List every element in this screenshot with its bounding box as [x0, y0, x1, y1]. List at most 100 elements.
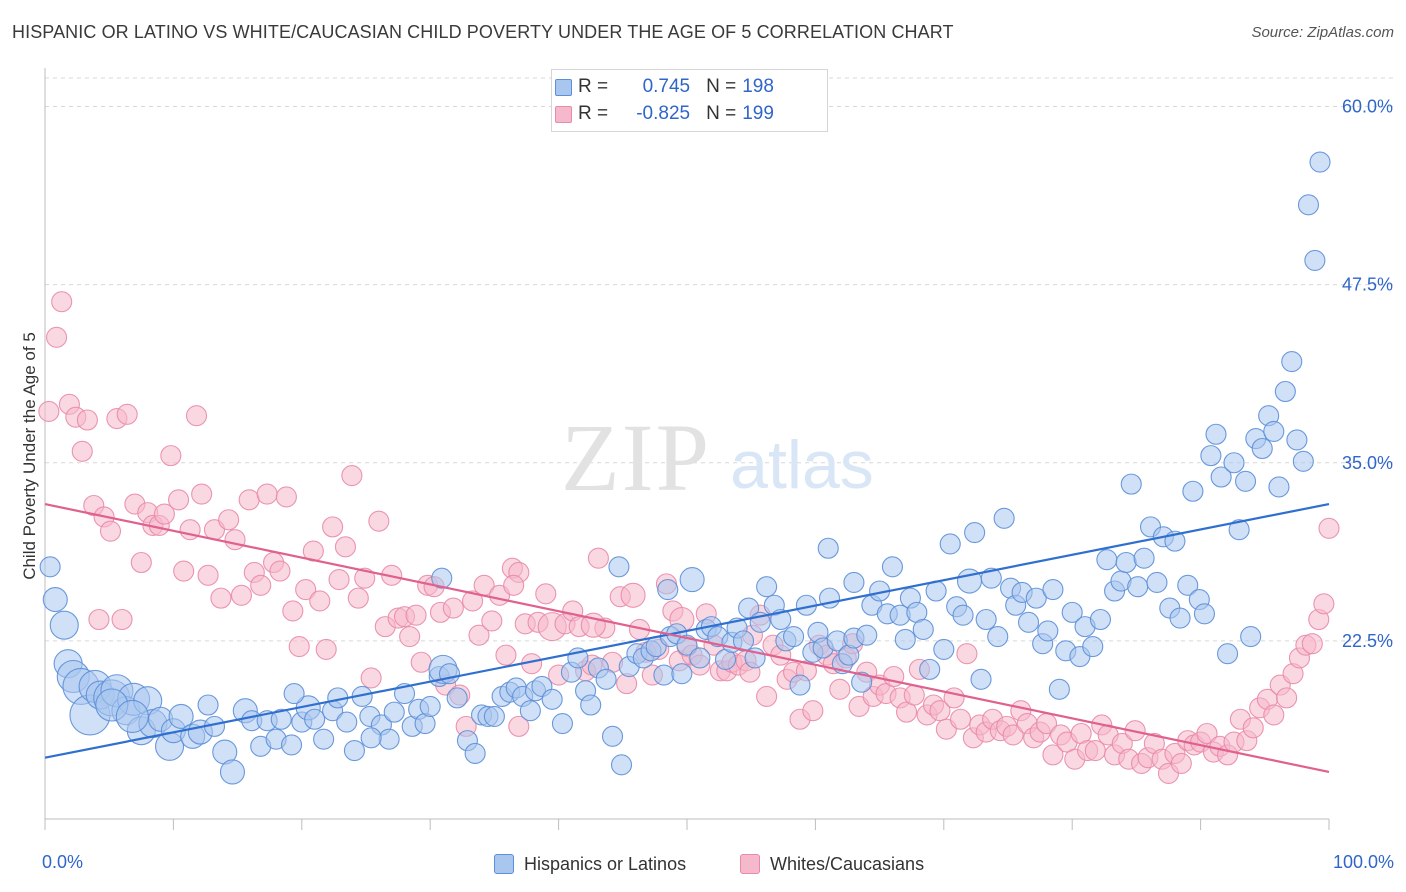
- data-point: [679, 567, 705, 593]
- data-point: [551, 712, 574, 735]
- data-point: [88, 608, 110, 631]
- data-point: [541, 688, 563, 710]
- trend-line-hispanics: [44, 502, 1330, 759]
- data-point: [462, 590, 484, 612]
- data-point: [256, 483, 278, 505]
- data-point: [657, 579, 679, 601]
- legend-row-whites: R = -0.825 N = 199: [555, 102, 774, 126]
- data-point: [378, 728, 400, 750]
- gridlines: [45, 77, 1394, 642]
- data-point: [1002, 724, 1024, 746]
- y-tick-label: 60.0%: [1342, 97, 1393, 117]
- data-point: [653, 664, 675, 686]
- data-point: [535, 583, 557, 605]
- data-point: [919, 658, 941, 680]
- data-point: [315, 638, 337, 660]
- data-point: [295, 579, 317, 601]
- data-point: [689, 647, 711, 669]
- data-point: [1048, 678, 1070, 700]
- bottom-legend-whites: Whites/Caucasians: [740, 852, 924, 876]
- legend-r-label: R =: [578, 103, 609, 124]
- data-point: [115, 699, 149, 733]
- data-point: [829, 678, 851, 700]
- data-point: [218, 509, 240, 531]
- data-point: [46, 326, 68, 348]
- series-whites-caucasians: [38, 291, 1340, 784]
- data-point: [269, 560, 291, 582]
- data-point: [368, 510, 390, 532]
- data-point: [111, 608, 133, 631]
- data-point: [360, 727, 382, 749]
- data-point: [328, 569, 350, 591]
- data-point: [851, 671, 873, 693]
- data-point: [39, 556, 61, 578]
- legend-n-value: 198: [742, 76, 774, 97]
- data-point: [1263, 420, 1285, 442]
- data-point: [881, 556, 903, 578]
- data-point: [1127, 576, 1149, 598]
- data-point: [1133, 547, 1155, 569]
- data-point: [238, 489, 260, 511]
- data-point: [843, 571, 865, 594]
- legend-r-value: 0.745: [642, 76, 691, 97]
- data-point: [1025, 587, 1047, 609]
- data-point: [446, 687, 468, 709]
- data-point: [1263, 704, 1285, 726]
- data-point: [1242, 717, 1264, 739]
- data-point: [503, 574, 525, 596]
- data-point: [1061, 601, 1083, 623]
- data-point: [783, 626, 805, 648]
- data-point: [1170, 752, 1192, 774]
- data-point: [304, 708, 326, 730]
- data-point: [343, 740, 365, 762]
- data-point: [1309, 151, 1331, 173]
- data-point: [987, 626, 1009, 648]
- data-point: [1228, 519, 1250, 541]
- y-tick-label: 22.5%: [1342, 631, 1393, 651]
- data-point: [1042, 579, 1064, 601]
- data-point: [1223, 452, 1245, 474]
- legend-n-label: N =: [706, 76, 737, 97]
- data-point: [912, 618, 934, 641]
- data-point: [197, 694, 219, 716]
- data-point: [283, 683, 305, 705]
- y-tick-label: 47.5%: [1342, 275, 1393, 295]
- data-point: [1089, 608, 1111, 631]
- x-tick-label-min: 0.0%: [42, 852, 84, 872]
- data-point: [856, 624, 878, 646]
- data-point: [410, 651, 432, 673]
- data-point: [483, 705, 505, 727]
- data-point: [1115, 551, 1137, 574]
- data-point: [185, 405, 208, 427]
- data-point: [587, 547, 609, 569]
- data-point: [929, 700, 951, 722]
- data-point: [970, 668, 992, 690]
- data-point: [580, 694, 602, 716]
- data-point: [1082, 636, 1104, 658]
- data-point: [1120, 473, 1142, 495]
- data-point: [336, 711, 358, 733]
- data-point: [275, 486, 297, 508]
- data-point: [1318, 517, 1340, 539]
- data-point: [51, 291, 73, 313]
- data-point: [38, 400, 60, 423]
- data-point: [168, 703, 194, 729]
- data-point: [354, 567, 376, 589]
- data-point: [219, 759, 246, 785]
- x-tick-label-max: 100.0%: [1332, 852, 1394, 872]
- data-point: [360, 667, 382, 689]
- source-label: Source: ZipAtlas.com: [1251, 24, 1394, 41]
- data-point: [464, 742, 486, 765]
- data-point: [282, 600, 304, 622]
- bottom-legend-hispanics: Hispanics or Latinos: [494, 852, 686, 876]
- data-point: [756, 685, 778, 708]
- data-point: [770, 608, 792, 631]
- legend: R = 0.745 N = 198 R = -0.825 N = 199: [551, 69, 828, 132]
- axes: [44, 68, 1330, 830]
- data-point: [1304, 249, 1326, 271]
- data-point: [1205, 423, 1227, 445]
- data-point: [1313, 593, 1335, 615]
- watermark-atlas: atlas: [730, 427, 874, 503]
- data-point: [601, 725, 624, 747]
